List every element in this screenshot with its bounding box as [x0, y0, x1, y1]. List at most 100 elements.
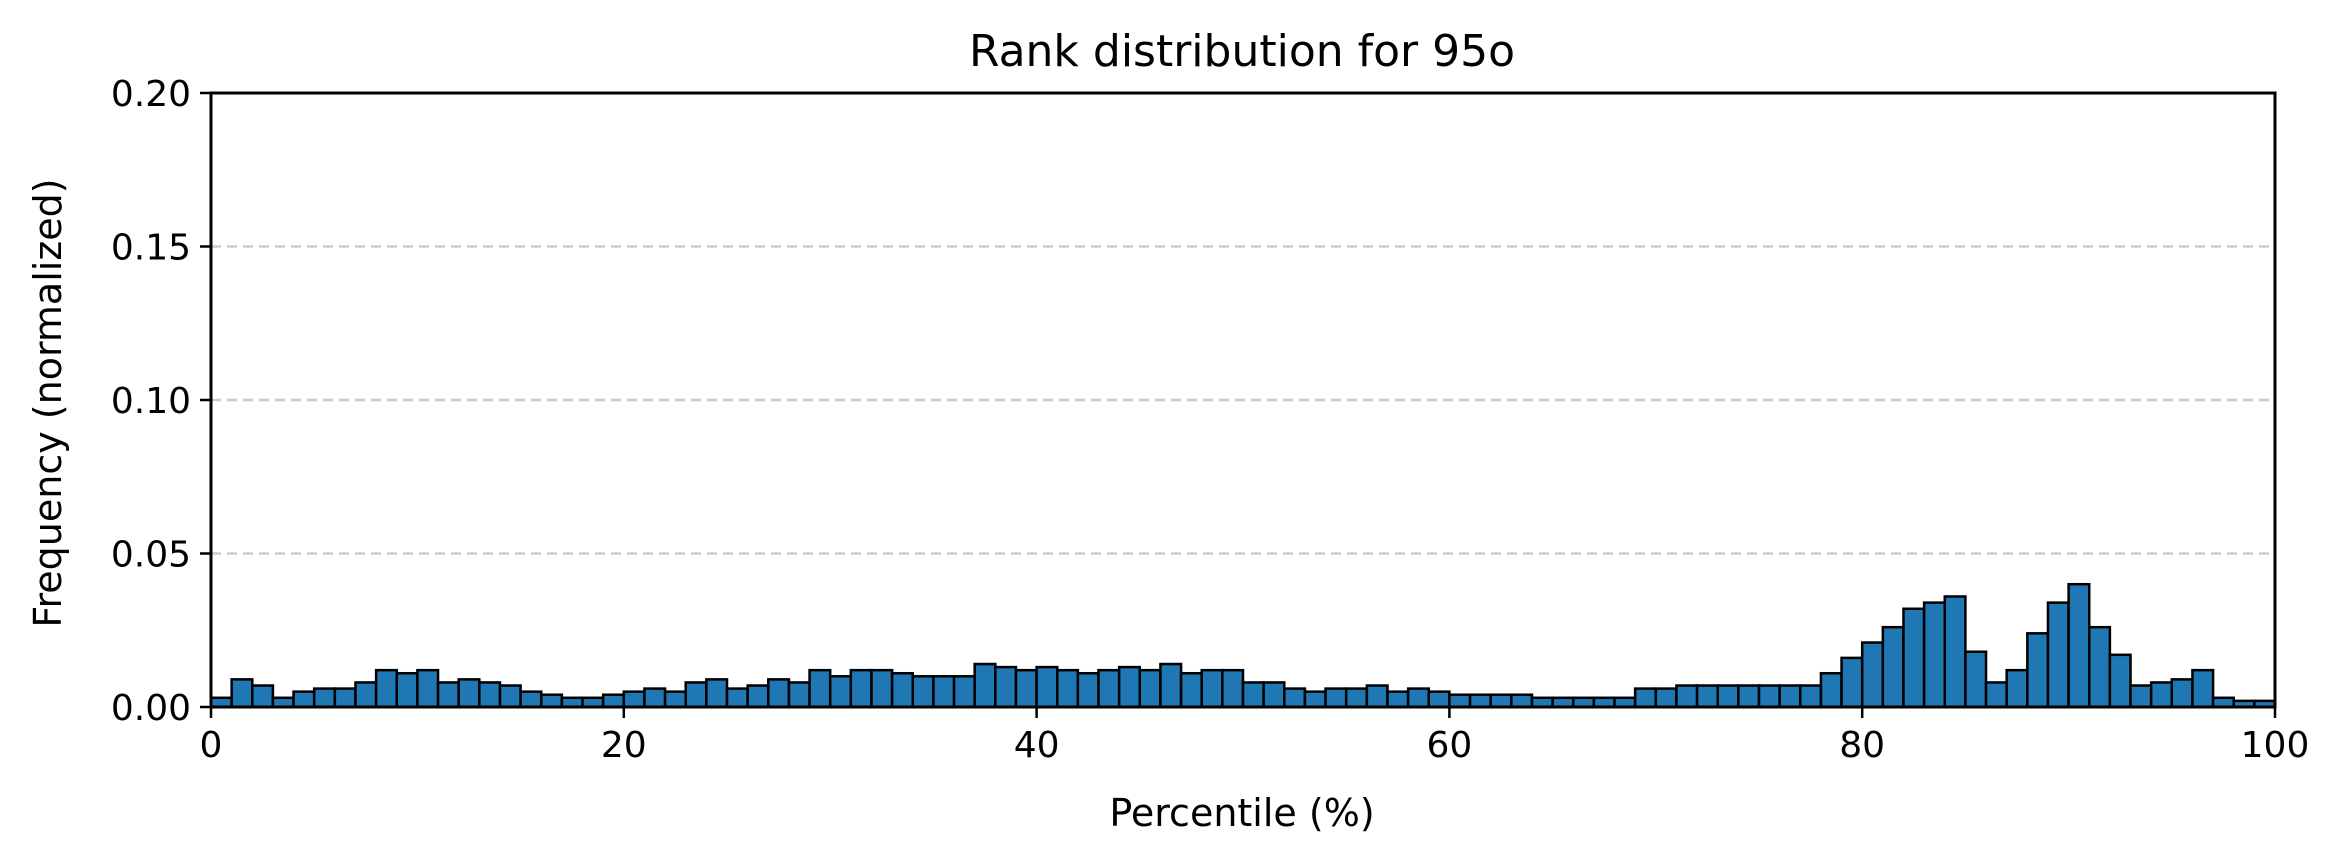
bar-42: [1076, 671, 1100, 709]
bar-80: [1860, 641, 1885, 709]
bar-88: [2026, 632, 2050, 709]
histogram-bars: [209, 582, 2277, 709]
y-tick-label-4: 0.20: [111, 74, 191, 115]
bar-93: [2129, 684, 2153, 709]
y-axis-ticks: 0.00 0.05 0.10 0.15 0.20: [111, 74, 211, 729]
bar-69: [1633, 687, 1658, 709]
bar-28: [787, 681, 811, 709]
bar-51: [1262, 681, 1286, 709]
bar-12: [457, 678, 481, 709]
bar-35: [932, 675, 956, 709]
bar-9: [395, 671, 419, 709]
bar-13: [478, 681, 502, 709]
y-axis-label: Frequency (normalized): [26, 178, 70, 627]
bar-76: [1778, 684, 1802, 709]
bar-34: [911, 675, 935, 709]
bar-95: [2170, 678, 2194, 709]
bar-39: [1014, 668, 1038, 709]
bar-27: [767, 678, 791, 709]
bar-77: [1799, 684, 1823, 709]
bar-19: [601, 693, 626, 709]
bar-82: [1902, 607, 1926, 709]
bar-41: [1055, 668, 1080, 709]
bar-40: [1035, 665, 1059, 709]
bar-33: [890, 671, 915, 709]
bar-50: [1241, 681, 1265, 709]
bar-43: [1097, 668, 1121, 709]
bar-32: [870, 668, 894, 709]
bar-84: [1943, 595, 1967, 709]
bar-2: [251, 684, 275, 709]
bar-23: [684, 681, 708, 709]
bar-48: [1200, 668, 1224, 709]
bar-53: [1303, 690, 1327, 709]
bar-47: [1179, 671, 1203, 709]
bar-71: [1675, 684, 1699, 709]
bar-79: [1840, 656, 1864, 709]
bar-22: [663, 690, 687, 709]
bar-8: [374, 668, 399, 709]
bar-21: [643, 687, 667, 709]
bar-54: [1324, 687, 1348, 709]
bar-89: [2046, 601, 2070, 709]
bar-62: [1489, 693, 1513, 709]
bar-44: [1117, 665, 1142, 709]
bar-49: [1221, 668, 1245, 709]
x-axis-label: Percentile (%): [1109, 791, 1374, 835]
bar-75: [1757, 684, 1781, 709]
bar-4: [292, 690, 316, 709]
bar-83: [1922, 601, 1947, 709]
bar-61: [1468, 693, 1492, 709]
bar-72: [1695, 684, 1719, 709]
bar-52: [1283, 687, 1307, 709]
bar-20: [622, 690, 646, 709]
y-tick-label-2: 0.10: [111, 381, 191, 422]
bar-56: [1365, 684, 1389, 709]
bar-81: [1881, 625, 1905, 709]
bar-92: [2108, 653, 2132, 709]
bar-7: [354, 681, 378, 709]
bar-94: [2149, 681, 2174, 709]
y-tick-label-1: 0.05: [111, 535, 191, 576]
bar-46: [1159, 662, 1183, 709]
x-tick-label-1: 20: [601, 725, 647, 766]
bar-5: [312, 687, 337, 709]
bar-57: [1386, 690, 1410, 709]
bar-16: [539, 693, 564, 709]
bar-1: [230, 678, 254, 709]
bar-70: [1654, 687, 1678, 709]
bar-38: [994, 665, 1018, 709]
grid-lines: [211, 245, 2275, 555]
bar-73: [1716, 684, 1740, 709]
bar-74: [1737, 684, 1761, 709]
bar-11: [436, 681, 460, 709]
bar-10: [416, 668, 440, 709]
bar-78: [1819, 671, 1843, 709]
bar-55: [1344, 687, 1369, 709]
x-tick-label-2: 40: [1014, 725, 1060, 766]
chart-title: Rank distribution for 95o: [969, 26, 1515, 77]
x-tick-label-0: 0: [200, 725, 223, 766]
bar-60: [1448, 693, 1472, 709]
x-tick-label-4: 80: [1839, 725, 1885, 766]
bar-14: [498, 684, 522, 709]
x-tick-label-3: 60: [1426, 725, 1472, 766]
y-tick-label-3: 0.15: [111, 228, 191, 269]
y-tick-label-0: 0.00: [111, 688, 191, 729]
x-tick-label-5: 100: [2241, 725, 2310, 766]
bar-24: [705, 678, 729, 709]
bar-96: [2191, 668, 2215, 709]
bar-45: [1138, 668, 1162, 709]
bar-6: [333, 687, 357, 709]
bar-30: [828, 675, 853, 709]
bar-85: [1964, 650, 1988, 709]
bar-91: [2087, 625, 2112, 709]
bar-87: [2005, 668, 2029, 709]
bar-86: [1984, 681, 2008, 709]
bar-59: [1427, 690, 1451, 709]
bar-26: [746, 684, 770, 709]
bar-37: [973, 662, 997, 709]
bar-29: [808, 668, 832, 709]
bar-36: [952, 675, 976, 709]
